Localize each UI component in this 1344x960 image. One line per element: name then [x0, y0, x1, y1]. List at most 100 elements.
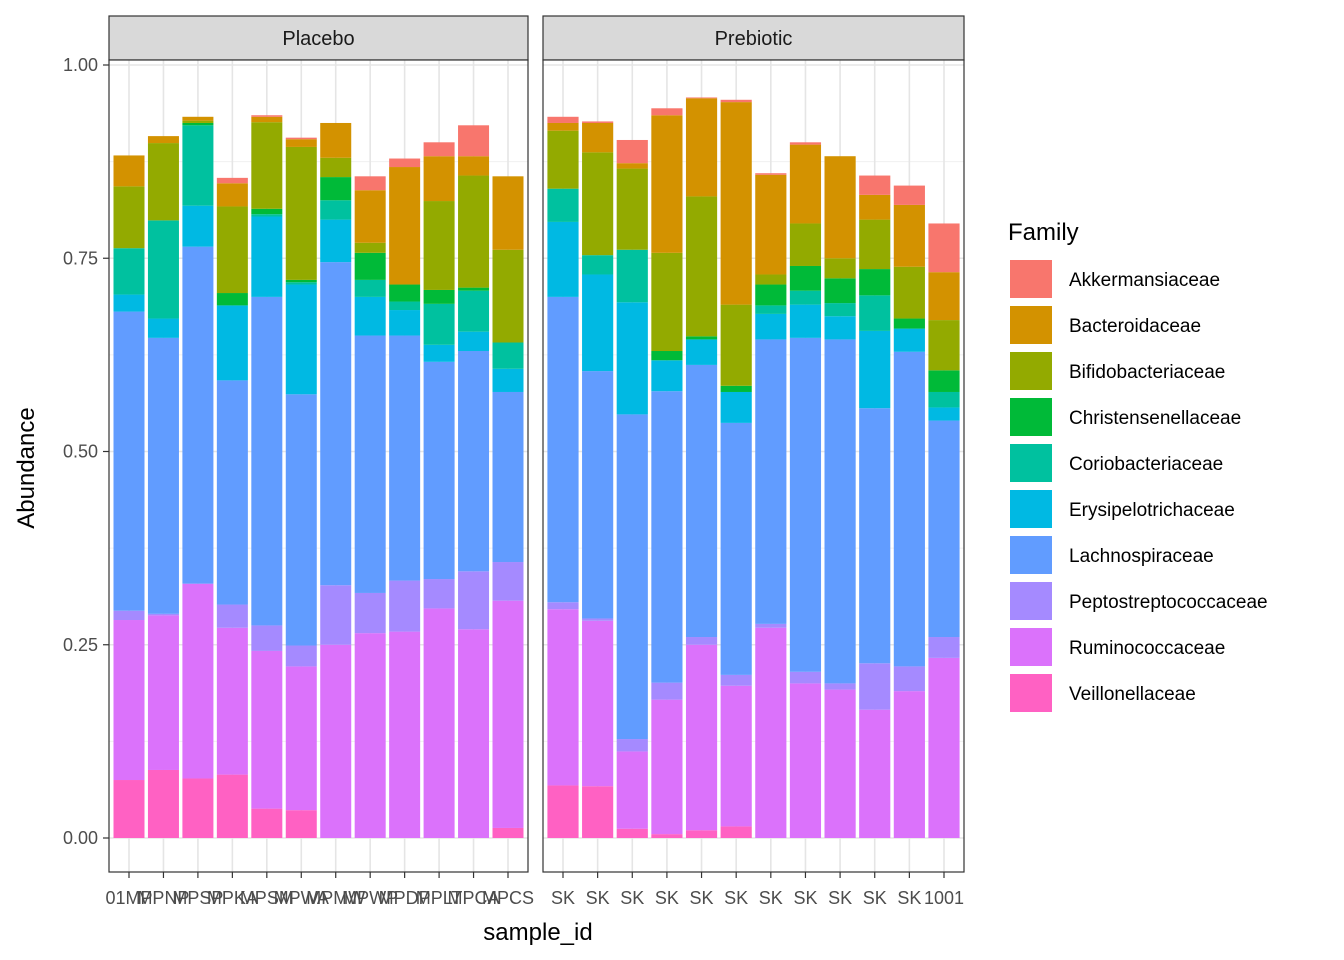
bar-segment-lachnospiraceae — [720, 422, 752, 675]
bar-segment-erysipelotrichaceae — [389, 310, 421, 336]
bar-segment-ruminococcaceae — [216, 627, 248, 775]
bar-segment-bacteroidaceae — [182, 116, 214, 121]
legend-label-christensenellaceae: Christensenellaceae — [1069, 408, 1241, 429]
bar-segment-bacteroidaceae — [389, 167, 421, 285]
bar-segment-ruminococcaceae — [354, 633, 386, 838]
bar-segment-bacteroidaceae — [720, 102, 752, 305]
bar-segment-ruminococcaceae — [320, 644, 352, 838]
bar-segment-bifidobacteriaceae — [651, 252, 683, 352]
bar-segment-bacteroidaceae — [685, 98, 718, 197]
bar-segment-peptostreptococcaceae — [928, 637, 960, 658]
bar-segment-akkermansiaceae — [720, 99, 752, 103]
bar-segment-lachnospiraceae — [216, 380, 248, 605]
bar-segment-lachnospiraceae — [113, 311, 145, 611]
legend-swatch-coriobacteriaceae — [1010, 444, 1052, 482]
bar-segment-ruminococcaceae — [423, 608, 455, 838]
bar-segment-akkermansiaceae — [216, 177, 248, 184]
bar-segment-akkermansiaceae — [582, 121, 614, 123]
legend-swatch-akkermansiaceae — [1010, 260, 1052, 298]
bar-segment-erysipelotrichaceae — [755, 313, 787, 340]
bar-segment-christensenellaceae — [651, 351, 683, 361]
bar-segment-bifidobacteriaceae — [147, 143, 179, 221]
bar-segment-erysipelotrichaceae — [147, 318, 179, 338]
bar-segment-erysipelotrichaceae — [928, 407, 960, 421]
bar-segment-coriobacteriaceae — [285, 282, 317, 285]
legend-label-bifidobacteriaceae: Bifidobacteriaceae — [1069, 362, 1225, 383]
bar-segment-erysipelotrichaceae — [582, 274, 614, 372]
bar-segment-bacteroidaceae — [147, 136, 179, 144]
bar-segment-christensenellaceae — [755, 284, 787, 306]
y-tick-label: 0.00 — [63, 828, 98, 848]
bar-segment-christensenellaceae — [789, 265, 822, 291]
bar-segment-veillonellaceae — [113, 780, 145, 838]
bar-segment-bifidobacteriaceae — [285, 146, 317, 280]
x-tick-label: SK — [793, 888, 817, 908]
bar-segment-coriobacteriaceae — [755, 305, 787, 314]
bar-segment-bifidobacteriaceae — [824, 258, 856, 279]
x-tick-label: SK — [897, 888, 921, 908]
bar-segment-coriobacteriaceae — [824, 303, 856, 317]
bar-segment-ruminococcaceae — [893, 691, 925, 838]
bar-segment-lachnospiraceae — [423, 361, 455, 580]
bar-segment-lachnospiraceae — [859, 408, 891, 664]
bar-segment-ruminococcaceae — [859, 709, 891, 838]
bar-segment-lachnospiraceae — [824, 339, 856, 684]
bar-segment-erysipelotrichaceae — [216, 305, 248, 381]
legend-label-lachnospiraceae: Lachnospiraceae — [1069, 546, 1214, 567]
bar-segment-ruminococcaceae — [547, 609, 579, 786]
bar-segment-bacteroidaceae — [251, 116, 283, 123]
panel-placebo: Placebo01MPMPNPMPSPMPKAMPSMMPWAMPMWMPWPM… — [105, 15, 534, 908]
bar-segment-erysipelotrichaceae — [616, 302, 648, 415]
bar-segment-bacteroidaceae — [859, 194, 891, 220]
bar-segment-lachnospiraceae — [147, 337, 179, 614]
bar-segment-veillonellaceae — [285, 810, 317, 838]
bar-segment-bacteroidaceae — [789, 144, 822, 224]
bar-segment-lachnospiraceae — [685, 364, 718, 638]
x-tick-label: MPCA — [448, 888, 500, 908]
bar-segment-bacteroidaceae — [616, 163, 648, 169]
bar-segment-ruminococcaceae — [616, 751, 648, 829]
bar-segment-erysipelotrichaceae — [320, 219, 352, 263]
bar-segment-veillonellaceae — [651, 834, 683, 838]
bar-segment-bacteroidaceae — [928, 272, 960, 321]
bar-segment-christensenellaceae — [685, 336, 718, 340]
bar-segment-coriobacteriaceae — [582, 255, 614, 275]
bar-segment-akkermansiaceae — [423, 142, 455, 157]
bar-segment-coriobacteriaceae — [389, 301, 421, 311]
bar-segment-bifidobacteriaceae — [859, 219, 891, 270]
x-tick-label: SK — [586, 888, 610, 908]
bar-segment-bifidobacteriaceae — [458, 175, 490, 288]
bar-segment-christensenellaceae — [216, 293, 248, 306]
bar-segment-coriobacteriaceae — [616, 249, 648, 303]
bar-segment-peptostreptococcaceae — [859, 663, 891, 710]
bar-segment-bifidobacteriaceae — [755, 274, 787, 285]
bar-segment-erysipelotrichaceae — [859, 330, 891, 409]
bar-segment-veillonellaceae — [251, 808, 283, 838]
bar-segment-christensenellaceae — [320, 177, 352, 201]
bar-segment-coriobacteriaceae — [113, 248, 145, 295]
x-tick-label: SK — [620, 888, 644, 908]
x-axis-title: sample_id — [483, 919, 592, 946]
bar-segment-ruminococcaceae — [582, 620, 614, 787]
bar-segment-coriobacteriaceae — [147, 220, 179, 319]
bar-segment-ruminococcaceae — [685, 644, 718, 831]
bar-segment-erysipelotrichaceae — [893, 328, 925, 352]
bar-segment-bacteroidaceae — [893, 204, 925, 267]
bar-segment-bifidobacteriaceae — [928, 320, 960, 371]
bar-segment-christensenellaceae — [423, 289, 455, 304]
bar-segment-bifidobacteriaceae — [720, 304, 752, 386]
bar-segment-christensenellaceae — [251, 208, 283, 215]
bar-segment-bacteroidaceae — [320, 122, 352, 158]
legend-swatch-erysipelotrichaceae — [1010, 490, 1052, 528]
bar-segment-bifidobacteriaceae — [251, 122, 283, 209]
bar-segment-christensenellaceae — [389, 284, 421, 302]
legend-label-peptostreptococcaceae: Peptostreptococcaceae — [1069, 592, 1268, 613]
bar-segment-lachnospiraceae — [492, 391, 524, 563]
legend-label-coriobacteriaceae: Coriobacteriaceae — [1069, 454, 1223, 475]
legend-swatch-lachnospiraceae — [1010, 536, 1052, 574]
bar-segment-bacteroidaceae — [582, 122, 614, 153]
bar-segment-akkermansiaceae — [859, 175, 891, 195]
x-tick-label: MPSP — [172, 888, 223, 908]
bar-segment-peptostreptococcaceae — [389, 580, 421, 632]
legend-swatch-veillonellaceae — [1010, 674, 1052, 712]
